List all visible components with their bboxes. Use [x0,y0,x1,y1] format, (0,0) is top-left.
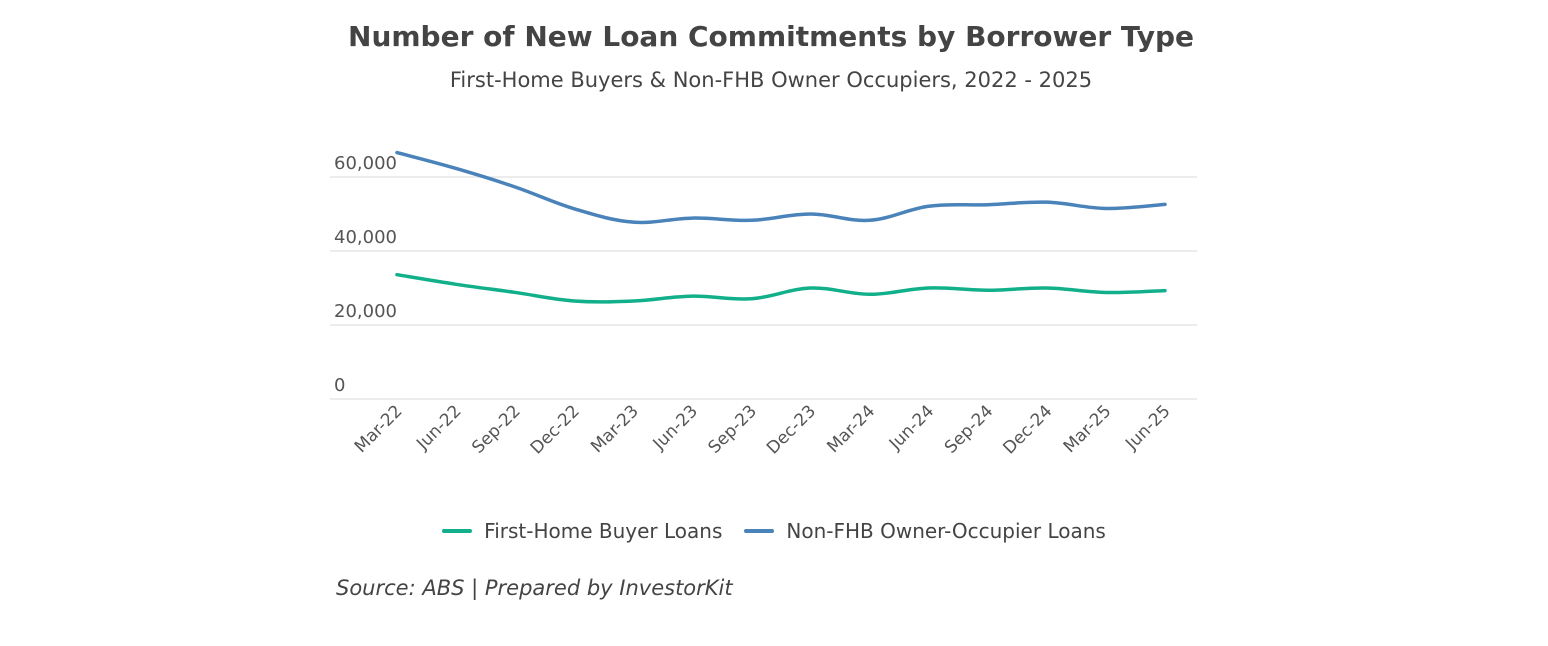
legend-item-fhb[interactable]: First-Home Buyer Loans [442,519,722,543]
x-tick-label: Mar-24 [823,401,879,457]
series-line-1 [395,150,1167,225]
x-tick-label: Dec-24 [999,401,1056,458]
x-tick-label: Mar-25 [1060,401,1116,457]
x-tick-label: Jun-24 [885,401,938,454]
legend-label: Non-FHB Owner-Occupier Loans [786,519,1106,543]
source-note: Source: ABS | Prepared by InvestorKit [336,576,733,600]
x-tick-label: Sep-22 [468,401,524,457]
x-tick-label: Dec-22 [527,401,584,458]
series-line-0 [395,272,1167,304]
y-tick-label: 0 [334,375,345,396]
x-tick-label: Jun-22 [412,401,465,454]
legend: First-Home Buyer Loans Non-FHB Owner-Occ… [0,519,1548,543]
y-tick-label: 40,000 [334,227,397,248]
chart-subtitle: First-Home Buyers & Non-FHB Owner Occupi… [449,68,1093,92]
legend-label: First-Home Buyer Loans [484,519,723,543]
y-tick-label: 20,000 [334,301,397,322]
y-tick-label: 60,000 [334,153,397,174]
legend-swatch [442,529,473,533]
x-tick-label: Jun-23 [649,401,702,454]
x-tick-label: Mar-22 [351,401,407,457]
x-tick-label: Dec-23 [763,401,820,458]
legend-item-non-fhb[interactable]: Non-FHB Owner-Occupier Loans [744,519,1106,543]
x-tick-label: Mar-23 [587,401,643,457]
chart-title: Number of New Loan Commitments by Borrow… [348,20,1194,53]
x-tick-label: Jun-25 [1121,401,1174,454]
x-tick-label: Sep-23 [705,401,761,457]
x-tick-label: Sep-24 [941,401,997,457]
legend-swatch [744,529,775,533]
